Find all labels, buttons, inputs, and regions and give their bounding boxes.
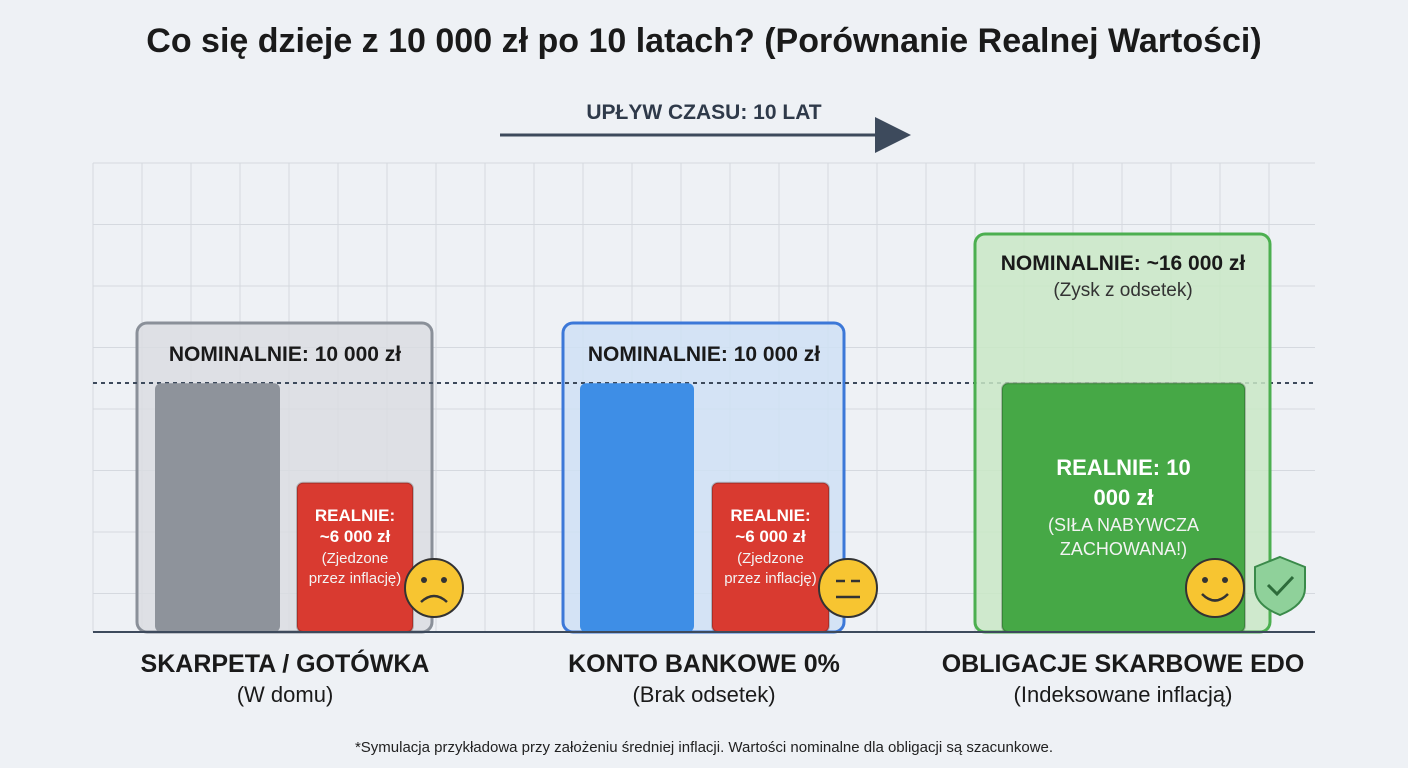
nominal-bar (580, 383, 694, 632)
nominal-bar (155, 383, 280, 632)
real-note: (Zjedzone przez inflację) (724, 549, 817, 587)
subtitle: UPŁYW CZASU: 10 LAT (586, 101, 822, 124)
sad-face (404, 558, 464, 618)
nominal-label: NOMINALNIE: 10 000 zł (168, 343, 402, 367)
nominal-label: NOMINALNIE: 10 000 zł (587, 343, 821, 367)
marks (155, 232, 1272, 634)
real-note: (Zjedzone przez inflację) (308, 549, 402, 587)
real-label: REALNIE: ~6 000 zł (314, 505, 396, 546)
footnote: *Symulacja przykładowa przy założeniu śr… (354, 739, 1054, 756)
shield-icon (1254, 555, 1306, 617)
real-label: REALNIE: ~6 000 zł (730, 505, 811, 546)
nominal-label: NOMINALNIE: ~16 000 zł (1000, 252, 1246, 275)
happy-face (1185, 558, 1245, 618)
chart-title: Co się dzieje z 10 000 zł po 10 latach? … (146, 22, 1262, 60)
nominal-note: (Zysk z odsetek) (1053, 280, 1193, 301)
real-note: (SIŁA NABYWCZA ZACHOWANA!) (1047, 515, 1200, 560)
category-note: (Indeksowane inflacją) (1013, 682, 1233, 707)
category-label: OBLIGACJE SKARBOWE EDO (941, 650, 1305, 678)
category-note: (W domu) (236, 682, 334, 707)
category-note: (Brak odsetek) (632, 682, 776, 707)
real-label: REALNIE: 10 000 zł (1056, 455, 1191, 511)
neutral-face (818, 558, 878, 618)
category-label: SKARPETA / GOTÓWKA (140, 650, 430, 678)
category-label: KONTO BANKOWE 0% (568, 650, 840, 678)
